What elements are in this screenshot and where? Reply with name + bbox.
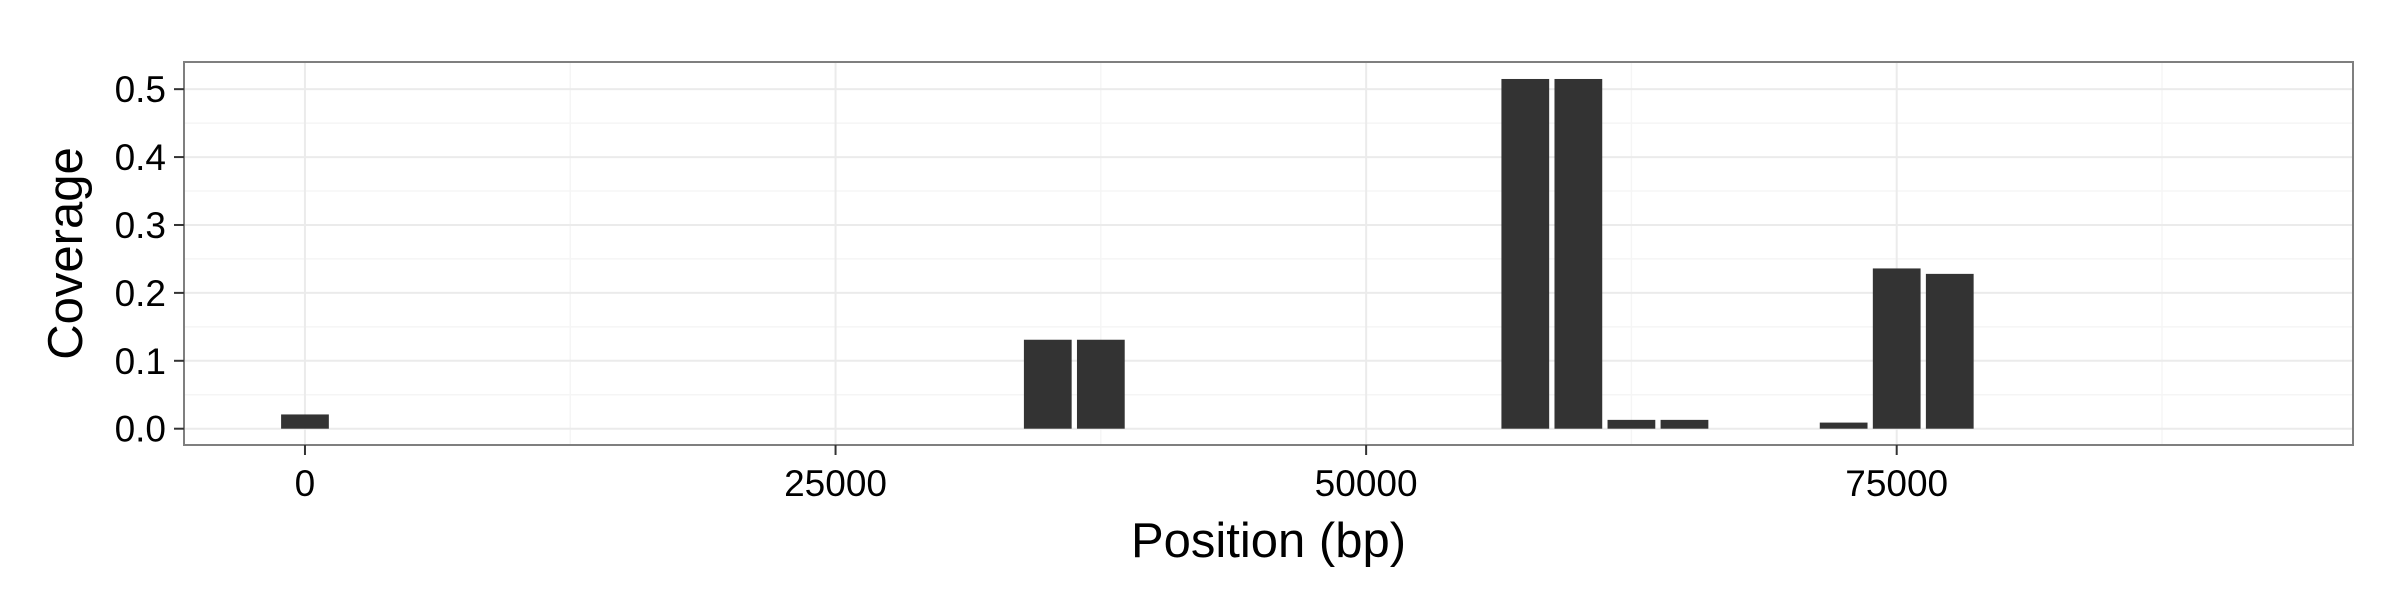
y-tick-label: 0.5: [115, 69, 166, 110]
y-tick-label: 0.4: [115, 137, 166, 178]
bar: [281, 414, 329, 429]
x-tick-label: 0: [295, 463, 316, 504]
y-axis-title: Coverage: [39, 147, 93, 359]
x-tick-label: 75000: [1845, 463, 1948, 504]
y-tick-label: 0.0: [115, 409, 166, 450]
bar: [1554, 78, 1603, 429]
bar: [1501, 78, 1550, 429]
x-tick-label: 25000: [784, 463, 887, 504]
bar: [1925, 273, 1974, 429]
bar: [1076, 339, 1125, 429]
bar: [1819, 422, 1868, 429]
grid: [184, 62, 2353, 445]
y-tick-label: 0.3: [115, 205, 166, 246]
x-axis-title: Position (bp): [1131, 514, 1406, 568]
bar: [1872, 268, 1921, 429]
y-tick-label: 0.2: [115, 273, 166, 314]
x-tick-label: 50000: [1315, 463, 1418, 504]
bar: [1607, 419, 1656, 429]
bar: [1660, 419, 1709, 429]
y-tick-label: 0.1: [115, 341, 166, 382]
panel-border: [183, 61, 2354, 446]
axes: 0 25000 50000 75000 0.0 0.1 0.2 0.3 0.4 0.5: [115, 69, 1949, 504]
bar: [1023, 339, 1072, 429]
bars: [281, 78, 1974, 429]
